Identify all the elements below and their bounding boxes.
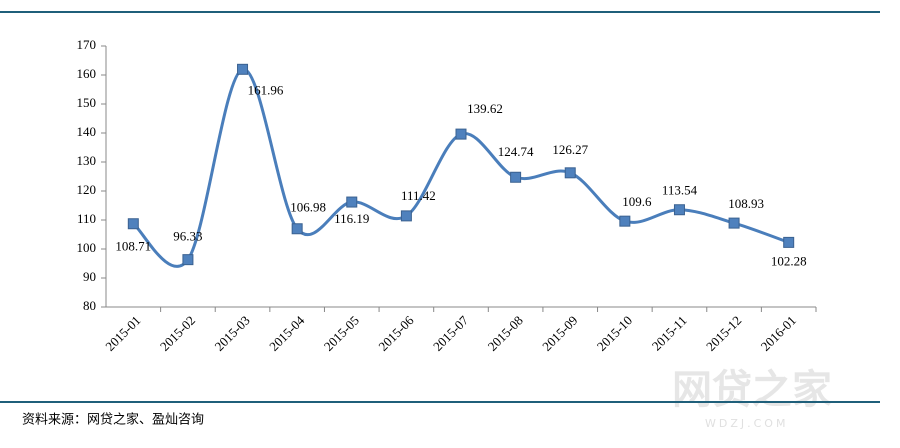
marker bbox=[619, 215, 631, 227]
data-label: 108.93 bbox=[728, 196, 764, 211]
x-tick-label: 2015-06 bbox=[375, 312, 417, 354]
x-tick-label: 2015-11 bbox=[649, 313, 690, 354]
data-label: 102.28 bbox=[771, 253, 807, 268]
marker bbox=[510, 171, 522, 183]
x-tick-label: 2015-09 bbox=[539, 313, 580, 354]
x-tick-label: 2015-05 bbox=[321, 313, 362, 354]
x-tick-label: 2015-04 bbox=[266, 312, 308, 354]
x-tick-label: 2015-02 bbox=[157, 313, 198, 354]
y-tick-label: 110 bbox=[77, 211, 96, 226]
data-label: 124.74 bbox=[498, 144, 534, 159]
line bbox=[132, 67, 790, 268]
data-label: 109.6 bbox=[622, 194, 652, 209]
y-tick-label: 120 bbox=[77, 182, 97, 197]
x-tick-label: 2015-07 bbox=[430, 312, 472, 354]
data-label: 116.19 bbox=[334, 211, 369, 226]
data-label: 111.42 bbox=[401, 188, 436, 203]
marker bbox=[346, 196, 358, 208]
data-label: 161.96 bbox=[248, 82, 284, 97]
source: 资料来源：网贷之家、盈灿咨询 bbox=[22, 412, 204, 428]
data-label: 139.62 bbox=[467, 101, 503, 116]
x-tick-label: 2015-12 bbox=[703, 313, 744, 354]
y-tick-label: 100 bbox=[77, 240, 97, 255]
marker bbox=[127, 218, 139, 230]
marker bbox=[182, 254, 194, 266]
x-tick-label: 2015-01 bbox=[102, 313, 143, 354]
y-tick-label: 130 bbox=[77, 153, 97, 168]
y-tick-label: 80 bbox=[83, 298, 96, 313]
x-tick-label: 2016-01 bbox=[758, 313, 799, 354]
x-tick-label: 2015-03 bbox=[212, 313, 253, 354]
x-tick-label: 2015-10 bbox=[594, 313, 635, 354]
marker bbox=[673, 204, 685, 216]
data-label: 96.33 bbox=[173, 229, 202, 244]
marker bbox=[237, 63, 249, 75]
x-tick-label: 2015-08 bbox=[485, 313, 526, 354]
y-tick-label: 160 bbox=[77, 66, 97, 81]
watermark: 网贷之家 bbox=[672, 367, 832, 413]
marker bbox=[783, 236, 795, 248]
data-label: 126.27 bbox=[552, 142, 588, 157]
y-tick-label: 170 bbox=[77, 37, 97, 52]
marker bbox=[291, 223, 303, 235]
marker bbox=[400, 210, 412, 222]
y-tick-label: 150 bbox=[77, 95, 97, 110]
data-label: 113.54 bbox=[662, 183, 698, 198]
watermark-sub: WDZJ.COM bbox=[705, 417, 788, 430]
data-label: 108.71 bbox=[115, 239, 151, 254]
data-label: 106.98 bbox=[290, 200, 326, 215]
marker bbox=[455, 128, 467, 140]
marker bbox=[728, 217, 740, 229]
marker bbox=[564, 167, 576, 179]
y-tick-label: 90 bbox=[83, 269, 96, 284]
y-tick-label: 140 bbox=[77, 124, 97, 139]
